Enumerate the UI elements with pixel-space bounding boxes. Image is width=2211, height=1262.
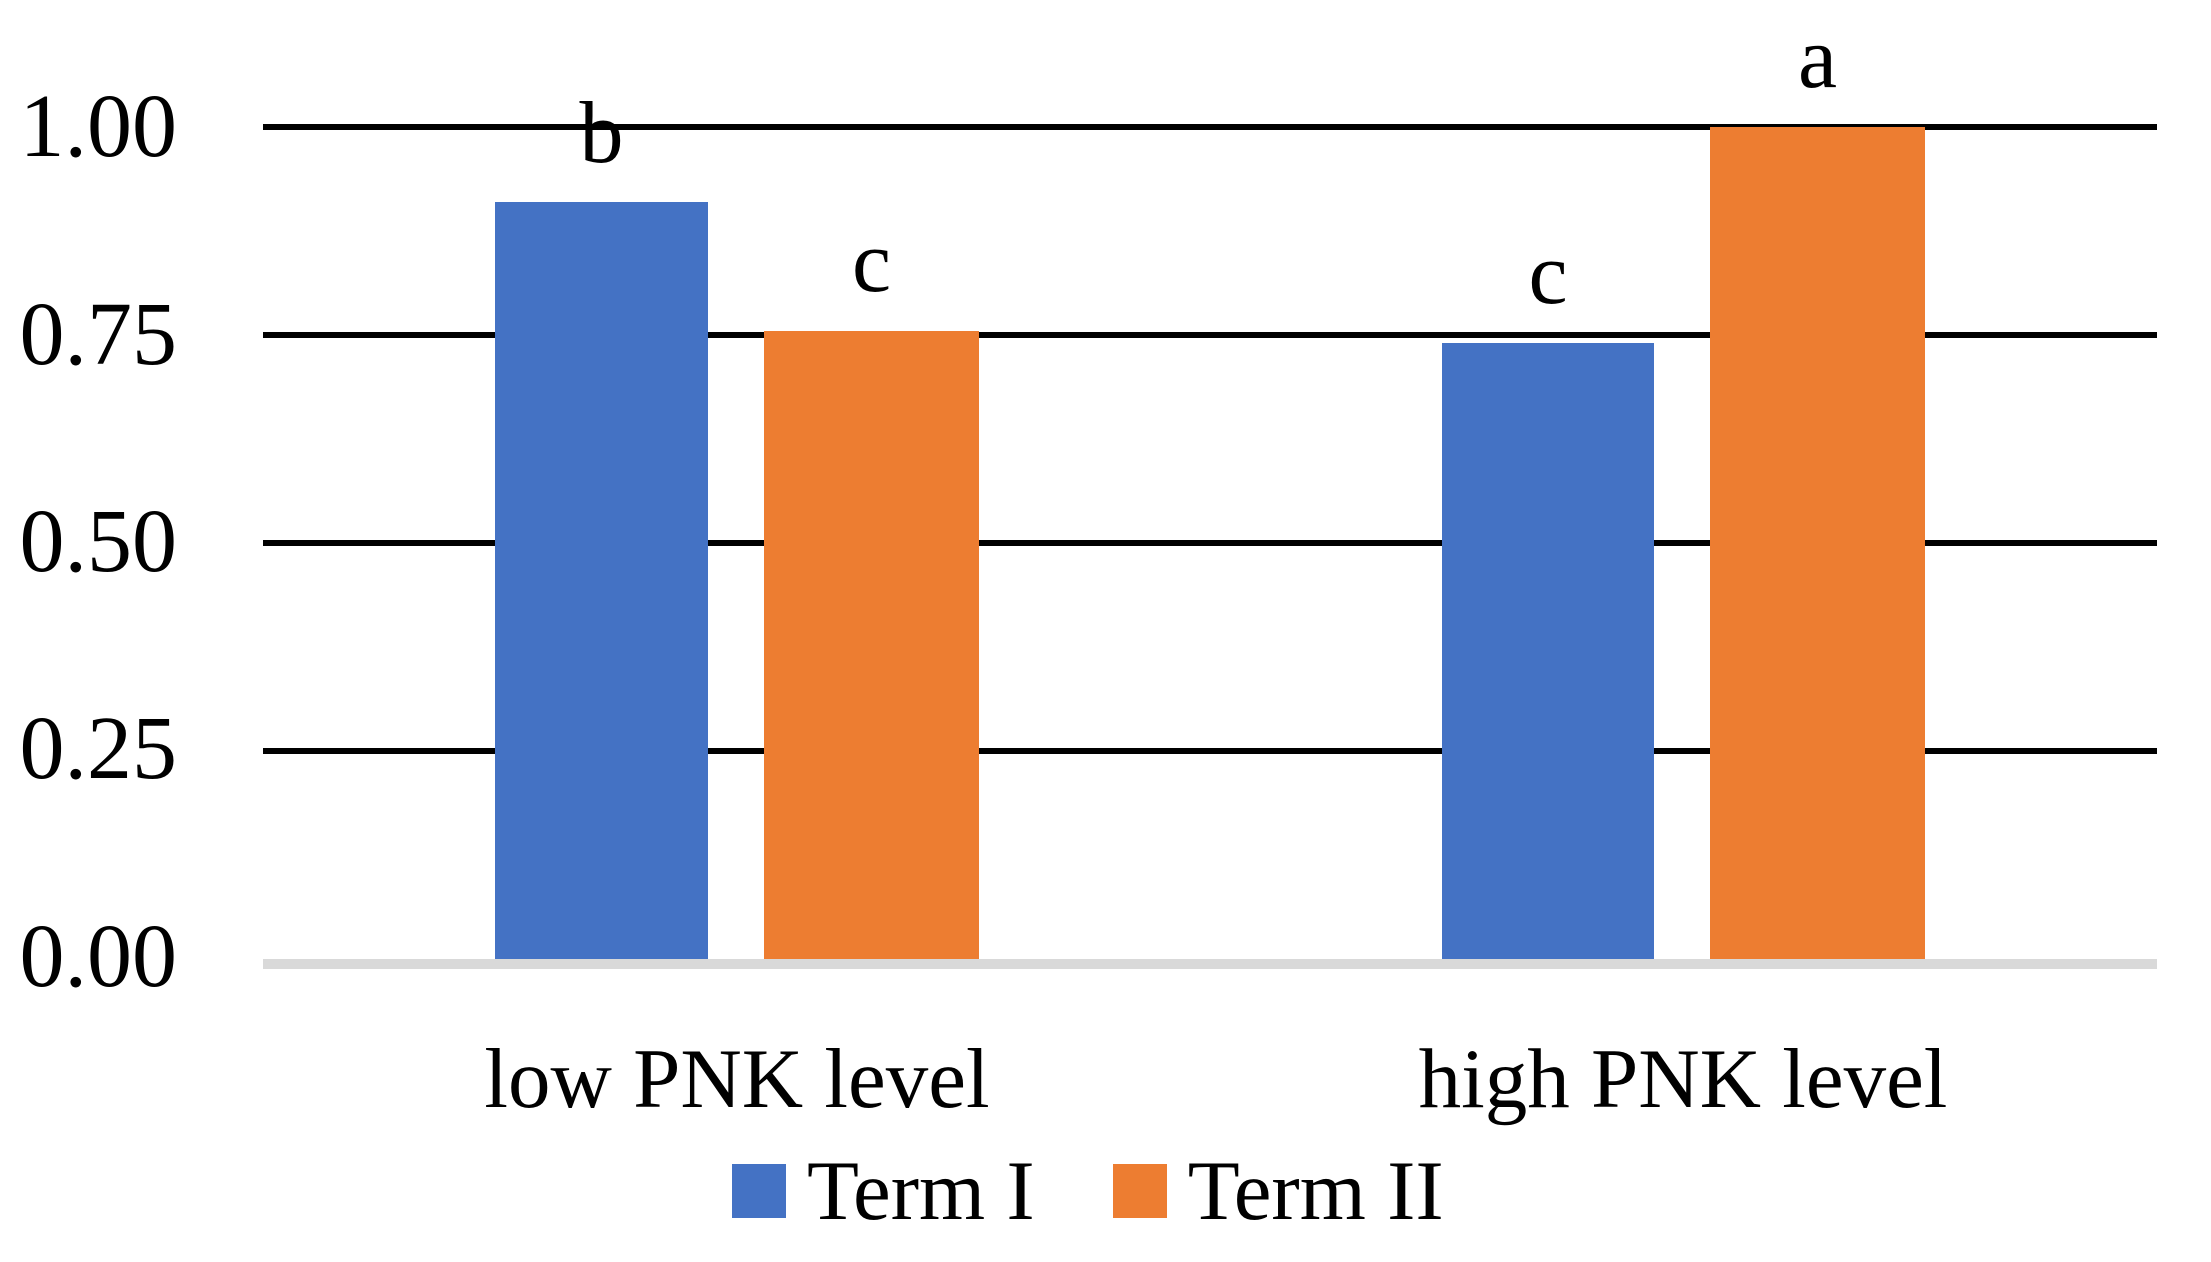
significance-letter-c: c — [851, 214, 892, 311]
y-tick-label-0.75: 0.75 — [19, 285, 178, 384]
legend: Term I Term II — [732, 1146, 1444, 1236]
significance-letter-a: a — [1797, 10, 1838, 107]
legend-label-term2: Term II — [1187, 1144, 1444, 1238]
gridline-0.50 — [263, 540, 2157, 546]
bar-termi-high-pnk — [1442, 343, 1654, 959]
legend-item-term2: Term II — [1112, 1144, 1444, 1238]
y-tick-label-0.25: 0.25 — [19, 699, 178, 798]
legend-swatch-term2 — [1112, 1164, 1167, 1218]
bar-termii-low-pnk — [764, 331, 979, 959]
category-label-low-pnk: low PNK level — [484, 1032, 990, 1126]
legend-label-term1: Term I — [807, 1144, 1035, 1238]
y-tick-label-0.00: 0.00 — [19, 907, 178, 1006]
significance-letter-b: b — [579, 85, 624, 182]
gridline-1.00 — [263, 124, 2157, 130]
gridline-0.25 — [263, 748, 2157, 754]
significance-letter-c: c — [1528, 226, 1568, 323]
legend-item-term1: Term I — [732, 1146, 1035, 1236]
bar-termii-high-pnk — [1710, 127, 1925, 959]
x-axis-baseline — [263, 959, 2157, 969]
legend-swatch-term1 — [732, 1164, 786, 1218]
category-label-high-pnk: high PNK level — [1418, 1032, 1948, 1126]
bar-termi-low-pnk — [495, 202, 708, 959]
y-tick-label-1.00: 1.00 — [19, 77, 178, 176]
y-tick-label-0.50: 0.50 — [19, 492, 178, 591]
gridline-0.75 — [263, 332, 2157, 338]
